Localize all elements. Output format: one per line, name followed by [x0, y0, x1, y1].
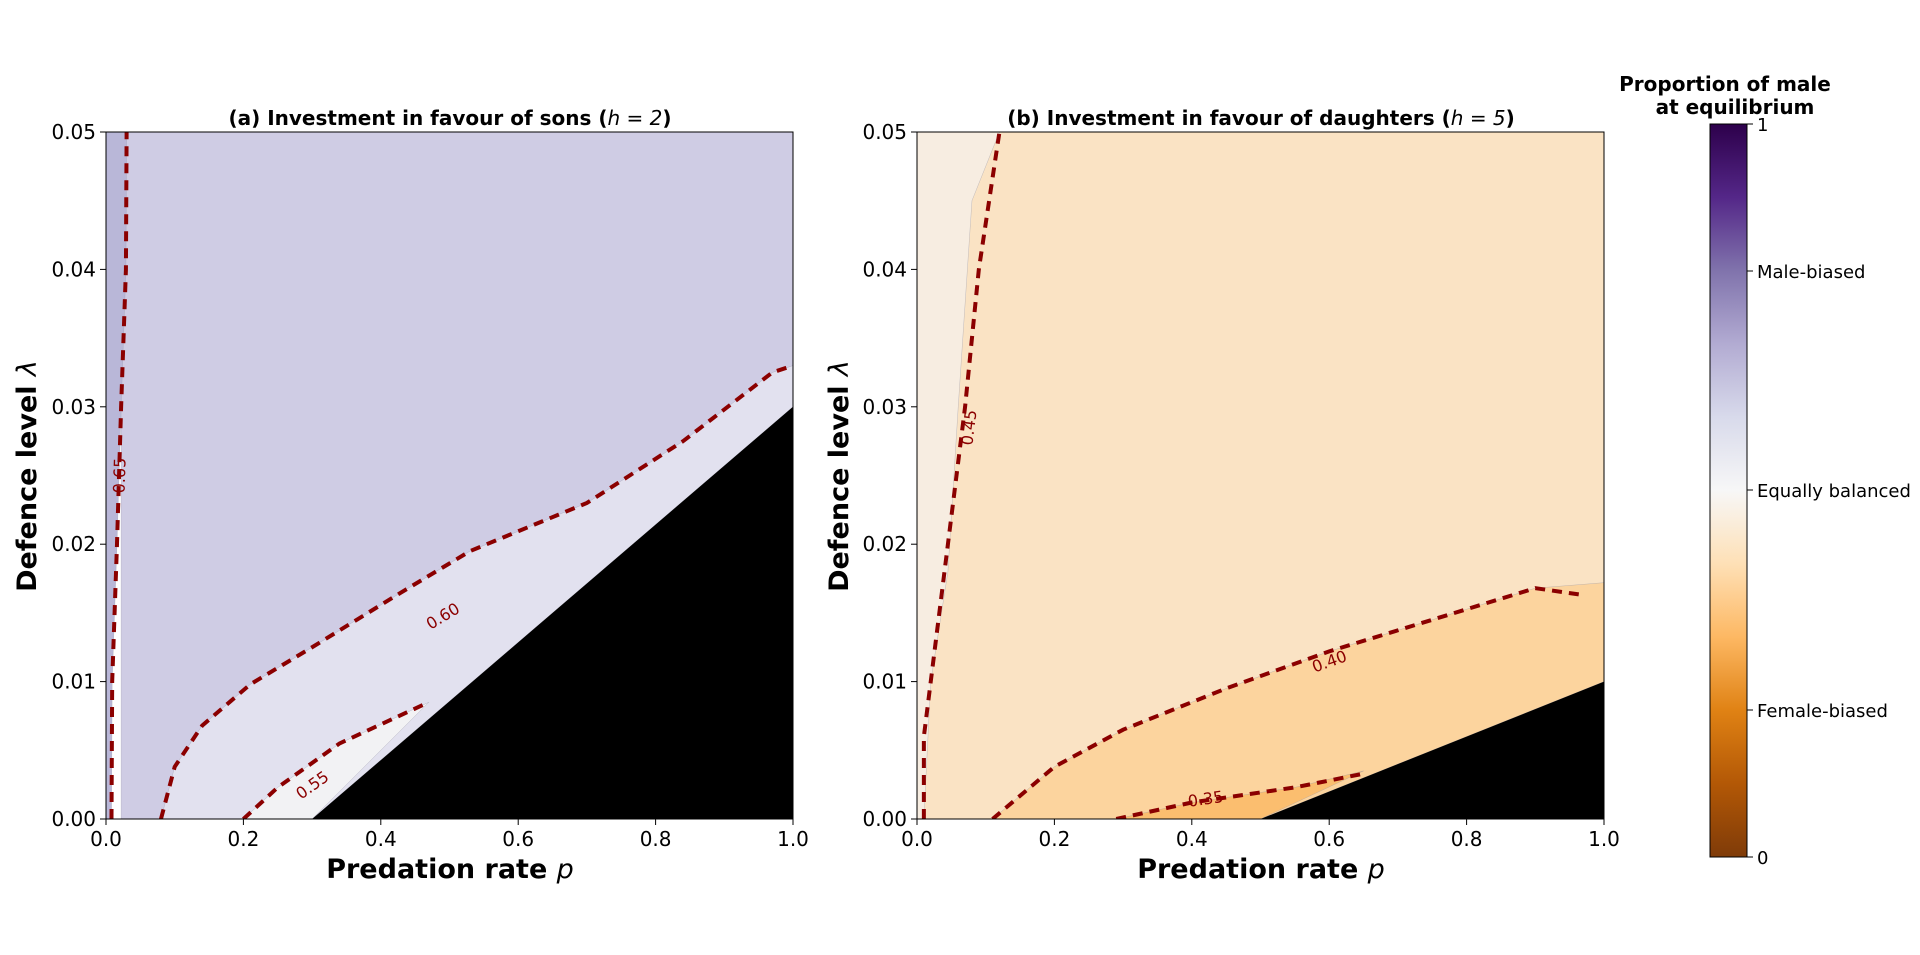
plot-frame [105, 131, 794, 820]
contour-line-0.45 [921, 132, 1002, 819]
x-tick-label: 0.0 [901, 827, 933, 851]
panel-a-ticks: 0.0 0.2 0.4 0.6 0.8 1.0 0.00 0.01 0.02 0.03 0.04 0.… [51, 120, 808, 851]
contour-fill-region [992, 582, 1604, 819]
contour-label-group: 0.45 [957, 409, 980, 447]
panel-b-y-axis-label: Defence level λ [824, 360, 855, 592]
colorbar: Proportion of male at equilibrium 1 Male… [1619, 72, 1911, 869]
panel-a: (a) Investment in favour of sons (h = 2)… [12, 106, 809, 885]
x-tick-label: 0.6 [1313, 827, 1345, 851]
panel-a-plot-area [106, 132, 793, 819]
y-tick-label: 0.01 [51, 670, 96, 694]
y-tick-label: 0.01 [862, 670, 907, 694]
infeasible-region [1260, 681, 1604, 819]
x-tick-label: 1.0 [777, 827, 809, 851]
contour-line-0.60 [159, 363, 793, 819]
infeasible-region [312, 406, 793, 819]
contour-label: 0.35 [1187, 787, 1225, 811]
panel-b: (b) Investment in favour of daughters (h… [824, 106, 1620, 885]
y-tick-label: 0.04 [862, 257, 907, 281]
contour-label: 0.45 [957, 409, 980, 447]
contour-line-0.55 [242, 700, 430, 819]
panel-a-title: (a) Investment in favour of sons (h = 2) [228, 106, 671, 130]
y-tick-label: 0.02 [862, 532, 907, 556]
y-tick-label: 0.00 [51, 807, 96, 831]
y-tick-label: 0.04 [51, 257, 96, 281]
x-tick-label: 0.8 [1451, 827, 1483, 851]
y-tick-label: 0.03 [862, 395, 907, 419]
contour-label-group: 0.65 [110, 457, 130, 493]
x-tick-label: 0.8 [640, 827, 672, 851]
panel-b-contours: 0.450.400.35 [921, 132, 1584, 819]
contour-fill-region [1116, 770, 1364, 819]
contour-line-0.35 [1115, 771, 1364, 819]
y-tick-label: 0.00 [862, 807, 907, 831]
contour-label: 0.65 [110, 457, 130, 493]
y-tick-label: 0.03 [51, 395, 96, 419]
colorbar-tick-min: 0 [1757, 848, 1768, 869]
contour-label-group: 0.35 [1187, 787, 1225, 811]
colorbar-title-line2: at equilibrium [1656, 95, 1815, 119]
panel-b-ticks: 0.0 0.2 0.4 0.6 0.8 1.0 0.00 0.01 0.02 0.03 0.04 0.… [862, 120, 1619, 851]
panel-b-title: (b) Investment in favour of daughters (h… [1007, 106, 1515, 130]
y-tick-label: 0.02 [51, 532, 96, 556]
panel-b-plot-area [917, 132, 1604, 819]
y-tick-label: 0.05 [862, 120, 907, 144]
x-tick-label: 0.2 [227, 827, 259, 851]
panel-a-y-axis-label: Defence level λ [12, 360, 43, 592]
contour-line-0.65 [109, 132, 129, 819]
x-tick-label: 0.6 [502, 827, 534, 851]
x-tick-label: 0.4 [365, 827, 397, 851]
panel-a-x-axis-label: Predation rate p [326, 854, 574, 885]
colorbar-tick-max: 1 [1757, 115, 1768, 136]
colorbar-label-male-biased: Male-biased [1757, 262, 1865, 283]
x-tick-label: 0.0 [90, 827, 122, 851]
colorbar-label-female-biased: Female-biased [1757, 701, 1888, 722]
x-tick-label: 0.2 [1038, 827, 1070, 851]
colorbar-label-equally-balanced: Equally balanced [1757, 481, 1911, 502]
x-tick-label: 1.0 [1588, 827, 1620, 851]
colorbar-title-line1: Proportion of male [1619, 72, 1831, 96]
y-tick-label: 0.05 [51, 120, 96, 144]
contour-fill-region [160, 365, 793, 819]
x-tick-label: 0.4 [1176, 827, 1208, 851]
panel-b-x-axis-label: Predation rate p [1137, 854, 1385, 885]
contour-line-0.40 [991, 586, 1584, 819]
colorbar-gradient [1709, 123, 1748, 858]
plot-frame [916, 131, 1605, 820]
